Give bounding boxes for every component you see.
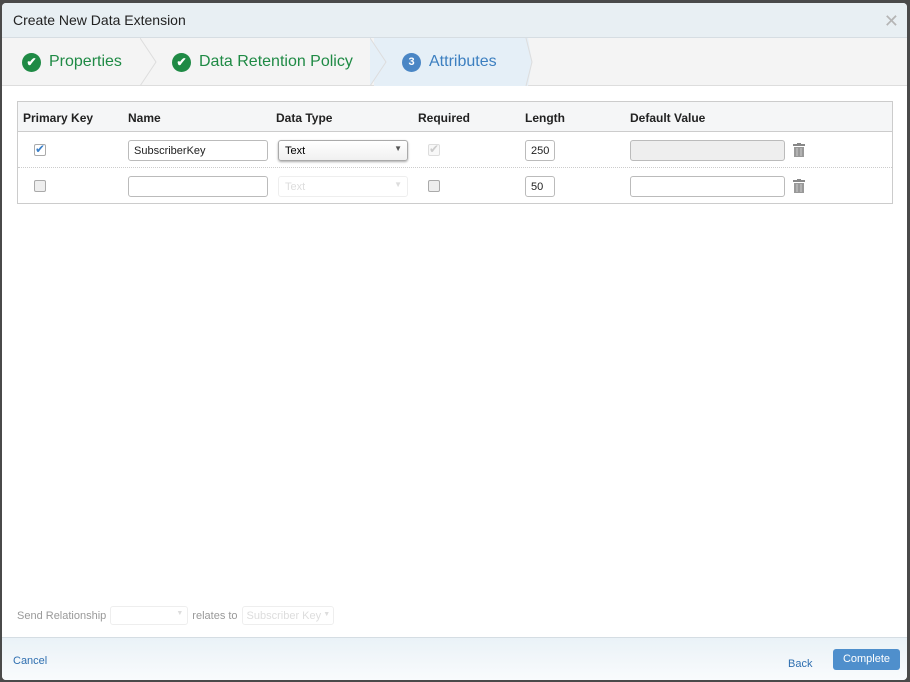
footer: Cancel Back Complete xyxy=(2,637,907,680)
send-relationship-select: ▼ xyxy=(110,606,189,625)
header-required: Required xyxy=(418,111,471,125)
data-type-value: Text xyxy=(285,181,306,193)
step-divider xyxy=(370,38,387,86)
default-value-input xyxy=(630,140,785,161)
header-name: Name xyxy=(128,111,161,125)
relates-to-label: relates to xyxy=(192,609,238,622)
close-icon[interactable]: ✕ xyxy=(883,11,899,31)
check-circle-icon: ✔ xyxy=(172,52,191,72)
length-input[interactable]: 50 xyxy=(525,176,555,197)
data-type-select: Text ▼ xyxy=(278,176,408,197)
primary-key-checkbox[interactable]: ✔ xyxy=(34,142,46,156)
trash-icon[interactable] xyxy=(793,143,805,157)
required-checkbox[interactable] xyxy=(428,180,440,192)
relates-to-value: Subscriber Key xyxy=(246,610,322,622)
step-label: Data Retention Policy xyxy=(199,53,353,70)
name-input[interactable]: SubscriberKey xyxy=(128,140,268,161)
step-data-retention-policy[interactable]: ✔ Data Retention Policy xyxy=(172,38,353,86)
send-relationship: Send Relationship ▼ relates to Subscribe… xyxy=(17,606,335,625)
data-type-select[interactable]: Text ▼ xyxy=(278,140,408,161)
header-default-value: Default Value xyxy=(630,111,706,125)
required-checkbox: ✔ xyxy=(428,142,440,156)
header-primary-key: Primary Key xyxy=(23,111,94,125)
table-row: ✔ SubscriberKey Text ▼ ✔ 250 xyxy=(18,132,892,168)
cancel-button[interactable]: Cancel xyxy=(13,655,48,667)
table-row: Text ▼ 50 xyxy=(18,168,892,204)
send-relationship-label: Send Relationship xyxy=(17,609,107,622)
step-label: Attributes xyxy=(429,53,497,70)
attributes-table: Primary Key Name Data Type Required Leng… xyxy=(17,101,893,204)
step-properties[interactable]: ✔ Properties xyxy=(22,38,122,86)
relates-to-select: Subscriber Key ▼ xyxy=(241,606,335,625)
active-step-bg xyxy=(374,38,526,86)
name-input[interactable] xyxy=(128,176,268,197)
step-label: Properties xyxy=(49,53,122,70)
primary-key-checkbox[interactable] xyxy=(34,180,46,192)
chevron-down-icon: ▼ xyxy=(394,180,402,189)
dialog: Create New Data Extension ✕ ✔ Properties … xyxy=(2,3,907,680)
header-data-type: Data Type xyxy=(276,111,333,125)
back-button[interactable]: Back xyxy=(788,658,813,670)
step-divider xyxy=(522,38,533,86)
length-input[interactable]: 250 xyxy=(525,140,555,161)
step-number-icon: 3 xyxy=(402,52,421,72)
header-length: Length xyxy=(525,111,565,125)
title-bar: Create New Data Extension ✕ xyxy=(2,3,907,38)
table-header: Primary Key Name Data Type Required Leng… xyxy=(18,102,892,132)
wizard-steps: ✔ Properties ✔ Data Retention Policy 3 Attr… xyxy=(2,38,907,86)
check-circle-icon: ✔ xyxy=(22,52,41,72)
dialog-title: Create New Data Extension xyxy=(13,12,186,28)
data-type-value: Text xyxy=(285,145,306,157)
complete-button[interactable]: Complete xyxy=(833,649,900,670)
default-value-input[interactable] xyxy=(630,176,785,197)
chevron-down-icon: ▼ xyxy=(176,610,184,617)
chevron-down-icon: ▼ xyxy=(394,144,402,153)
chevron-down-icon: ▼ xyxy=(323,611,331,618)
step-divider xyxy=(140,38,157,86)
step-attributes[interactable]: 3 Attributes xyxy=(402,38,497,86)
trash-icon[interactable] xyxy=(793,179,805,193)
